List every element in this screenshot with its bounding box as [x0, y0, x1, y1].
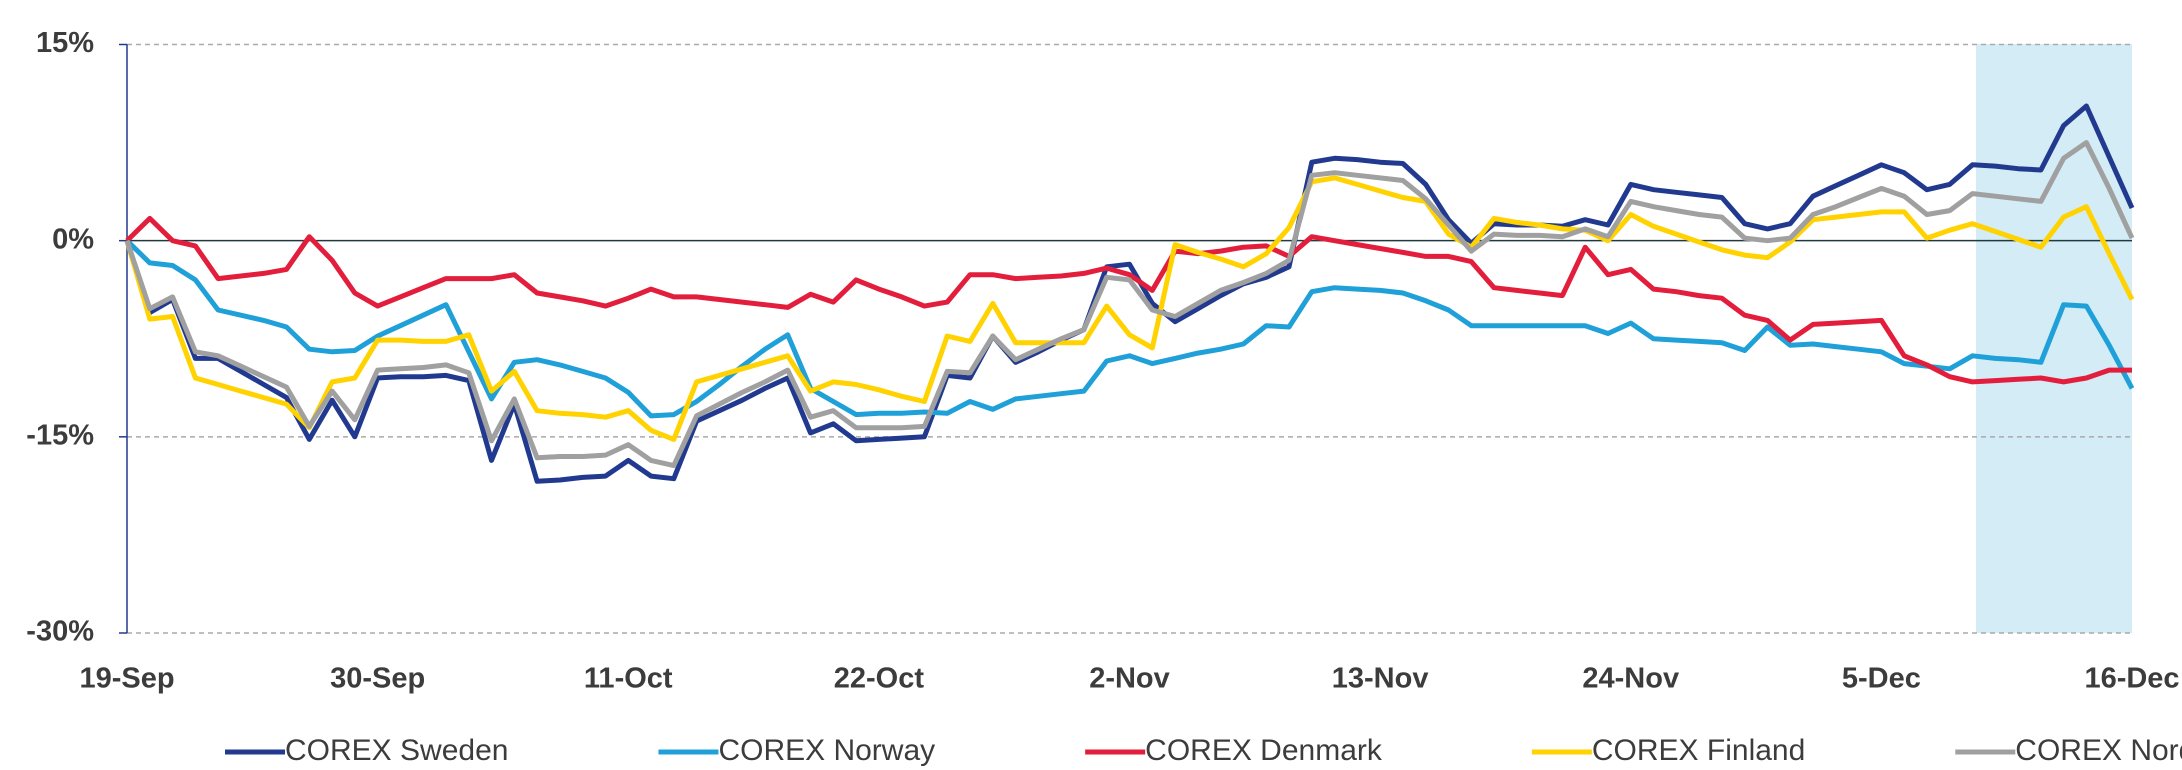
legend-label: COREX Norway: [718, 734, 935, 767]
y-tick-label: 15%: [36, 27, 94, 59]
highlight-band: [1976, 44, 2132, 633]
series-line: [124, 103, 2135, 484]
x-tick-label: 16-Dec: [2084, 663, 2179, 695]
series-line: [125, 215, 2132, 385]
y-tick-label: -15%: [26, 419, 94, 451]
legend-label: COREX Sweden: [285, 734, 508, 767]
x-tick-label: 11-Oct: [584, 663, 673, 695]
x-tick-label: 5-Dec: [1842, 663, 1921, 695]
x-tick-label: 30-Sep: [330, 663, 425, 695]
y-tick-label: -30%: [26, 616, 94, 648]
x-tick-label: 19-Sep: [79, 663, 174, 695]
x-tick-label: 24-Nov: [1582, 663, 1679, 695]
series-line: [124, 175, 2135, 442]
legend-label: COREX Denmark: [1145, 734, 1383, 767]
x-tick-label: 2-Nov: [1089, 663, 1170, 695]
x-tick-label: 22-Oct: [834, 663, 925, 695]
legend-label: COREX Finland: [1592, 734, 1805, 767]
x-tick-label: 13-Nov: [1332, 663, 1429, 695]
y-tick-label: 0%: [52, 223, 94, 255]
legend-label: COREX Nordics: [2015, 734, 2182, 767]
series-line: [124, 140, 2135, 469]
